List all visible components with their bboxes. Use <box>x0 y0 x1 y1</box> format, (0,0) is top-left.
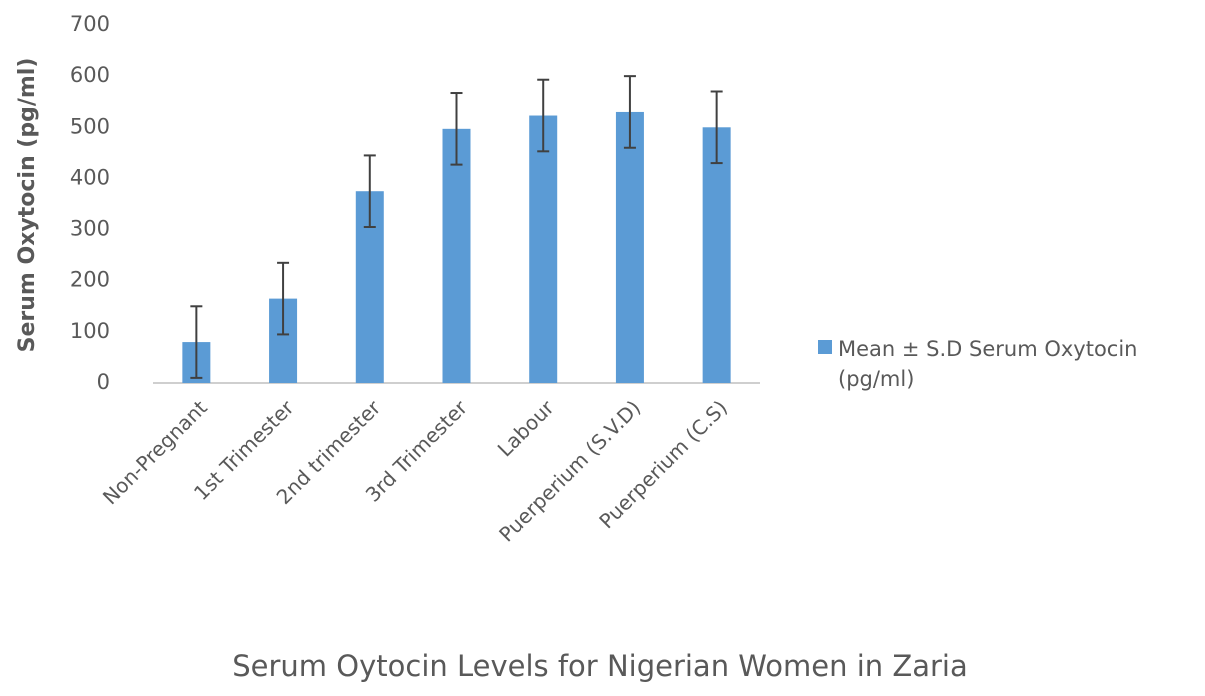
chart-title: Serum Oytocin Levels for Nigerian Women … <box>232 649 968 683</box>
y-axis-label: Serum Oxytocin (pg/ml) <box>15 58 40 353</box>
y-tick-label: 0 <box>97 370 110 394</box>
x-tick-label: Labour <box>493 395 559 461</box>
legend: Mean ± S.D Serum Oxytocin (pg/ml) <box>818 334 1205 394</box>
error-bar <box>710 90 723 165</box>
y-tick-label: 700 <box>70 12 110 36</box>
bar <box>702 127 731 384</box>
bar <box>442 128 471 383</box>
error-bar <box>537 78 550 153</box>
error-bar <box>277 261 290 336</box>
y-tick-label: 400 <box>70 165 110 189</box>
error-bar <box>623 75 636 149</box>
y-tick-label: 600 <box>70 63 110 87</box>
y-tick-label: 100 <box>70 319 110 343</box>
legend-swatch <box>818 340 832 354</box>
x-tick-label: Puerperium (S.V.D) <box>494 395 645 546</box>
y-tick-label: 200 <box>70 268 110 292</box>
error-bar <box>450 92 463 166</box>
error-bar <box>190 305 203 379</box>
bar <box>529 115 558 383</box>
error-bar <box>363 154 376 229</box>
y-tick-label: 500 <box>70 114 110 138</box>
bar <box>615 111 644 383</box>
legend-label: Mean ± S.D Serum Oxytocin (pg/ml) <box>838 337 1138 391</box>
y-tick-label: 300 <box>70 217 110 241</box>
